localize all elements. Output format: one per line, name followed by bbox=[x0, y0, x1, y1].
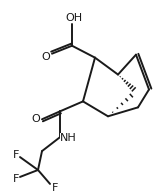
Text: F: F bbox=[13, 150, 19, 160]
Text: OH: OH bbox=[65, 13, 83, 23]
Text: F: F bbox=[52, 183, 58, 193]
Text: F: F bbox=[13, 174, 19, 184]
Text: NH: NH bbox=[60, 133, 76, 143]
Text: O: O bbox=[32, 114, 40, 124]
Text: O: O bbox=[42, 52, 50, 62]
